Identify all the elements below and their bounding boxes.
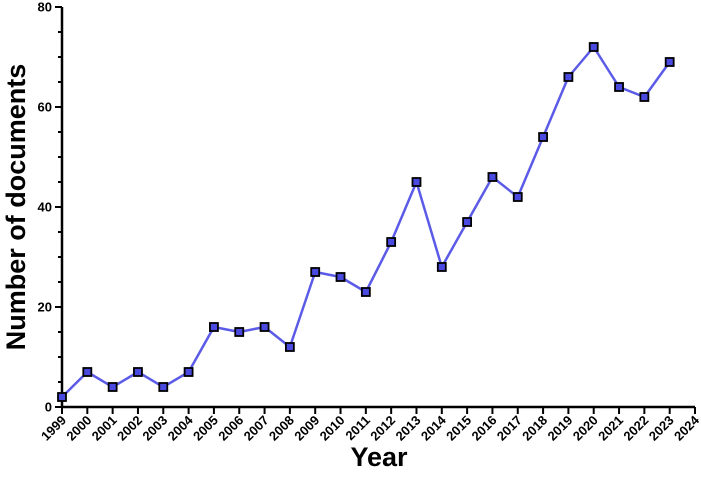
y-axis-title: Number of documents <box>1 64 31 351</box>
x-tick-label: 2015 <box>443 413 474 444</box>
data-point <box>158 382 169 392</box>
data-point <box>664 57 675 67</box>
x-tick-label: 1999 <box>38 413 69 444</box>
data-point <box>639 92 650 102</box>
data-point <box>563 72 574 82</box>
series-line <box>61 45 671 398</box>
data-point <box>512 192 523 202</box>
x-tick-label: 2008 <box>266 413 297 444</box>
data-point <box>360 287 371 297</box>
x-tick-label: 2020 <box>570 413 601 444</box>
x-tick-label: 2021 <box>595 413 626 444</box>
data-point <box>335 272 346 282</box>
x-axis-ticks: 1999200020012002200320042005200620072008… <box>38 407 701 444</box>
x-tick-label: 2018 <box>519 413 550 444</box>
data-point <box>436 262 447 272</box>
series-group <box>57 42 675 402</box>
data-point <box>209 322 219 332</box>
y-tick-label: 0 <box>45 400 52 415</box>
x-tick-label: 2014 <box>418 412 450 444</box>
data-point <box>234 327 245 337</box>
y-axis-ticks: 0 20 40 60 80 <box>38 0 62 415</box>
x-tick-label: 2007 <box>241 413 272 444</box>
x-tick-label: 2006 <box>215 413 246 444</box>
y-tick-label: 20 <box>38 300 52 315</box>
data-point <box>183 367 194 377</box>
x-tick-label: 2013 <box>393 413 424 444</box>
x-tick-label: 2004 <box>165 412 197 444</box>
x-tick-label: 2009 <box>291 413 322 444</box>
x-tick-label: 2023 <box>646 413 677 444</box>
x-tick-label: 2000 <box>63 413 94 444</box>
data-point <box>284 342 295 352</box>
data-point <box>487 172 498 182</box>
data-point <box>82 367 93 377</box>
x-tick-label: 2010 <box>317 413 348 444</box>
data-point <box>386 237 397 247</box>
x-tick-label: 2017 <box>494 413 525 444</box>
data-point <box>133 367 143 377</box>
data-point <box>107 382 118 392</box>
data-point <box>57 392 67 402</box>
data-point <box>588 42 599 52</box>
x-tick-label: 2003 <box>139 413 170 444</box>
data-point <box>538 132 548 142</box>
data-point <box>614 82 624 92</box>
x-tick-label: 2001 <box>89 413 120 444</box>
x-tick-label: 2022 <box>620 413 651 444</box>
data-point <box>310 267 321 277</box>
data-point <box>259 322 270 332</box>
y-tick-label: 60 <box>38 100 52 115</box>
y-tick-label: 80 <box>38 0 52 15</box>
data-point <box>462 217 473 227</box>
x-tick-label: 2002 <box>114 413 145 444</box>
x-tick-label: 2012 <box>367 413 398 444</box>
x-tick-label: 2005 <box>190 413 221 444</box>
x-axis-title: Year <box>350 442 408 472</box>
axes <box>60 7 695 409</box>
x-tick-label: 2019 <box>544 413 575 444</box>
x-tick-label: 2011 <box>342 413 373 444</box>
data-point <box>411 177 422 187</box>
x-tick-label: 2024 <box>671 412 701 444</box>
x-tick-label: 2016 <box>469 413 500 444</box>
y-tick-label: 40 <box>38 200 52 215</box>
